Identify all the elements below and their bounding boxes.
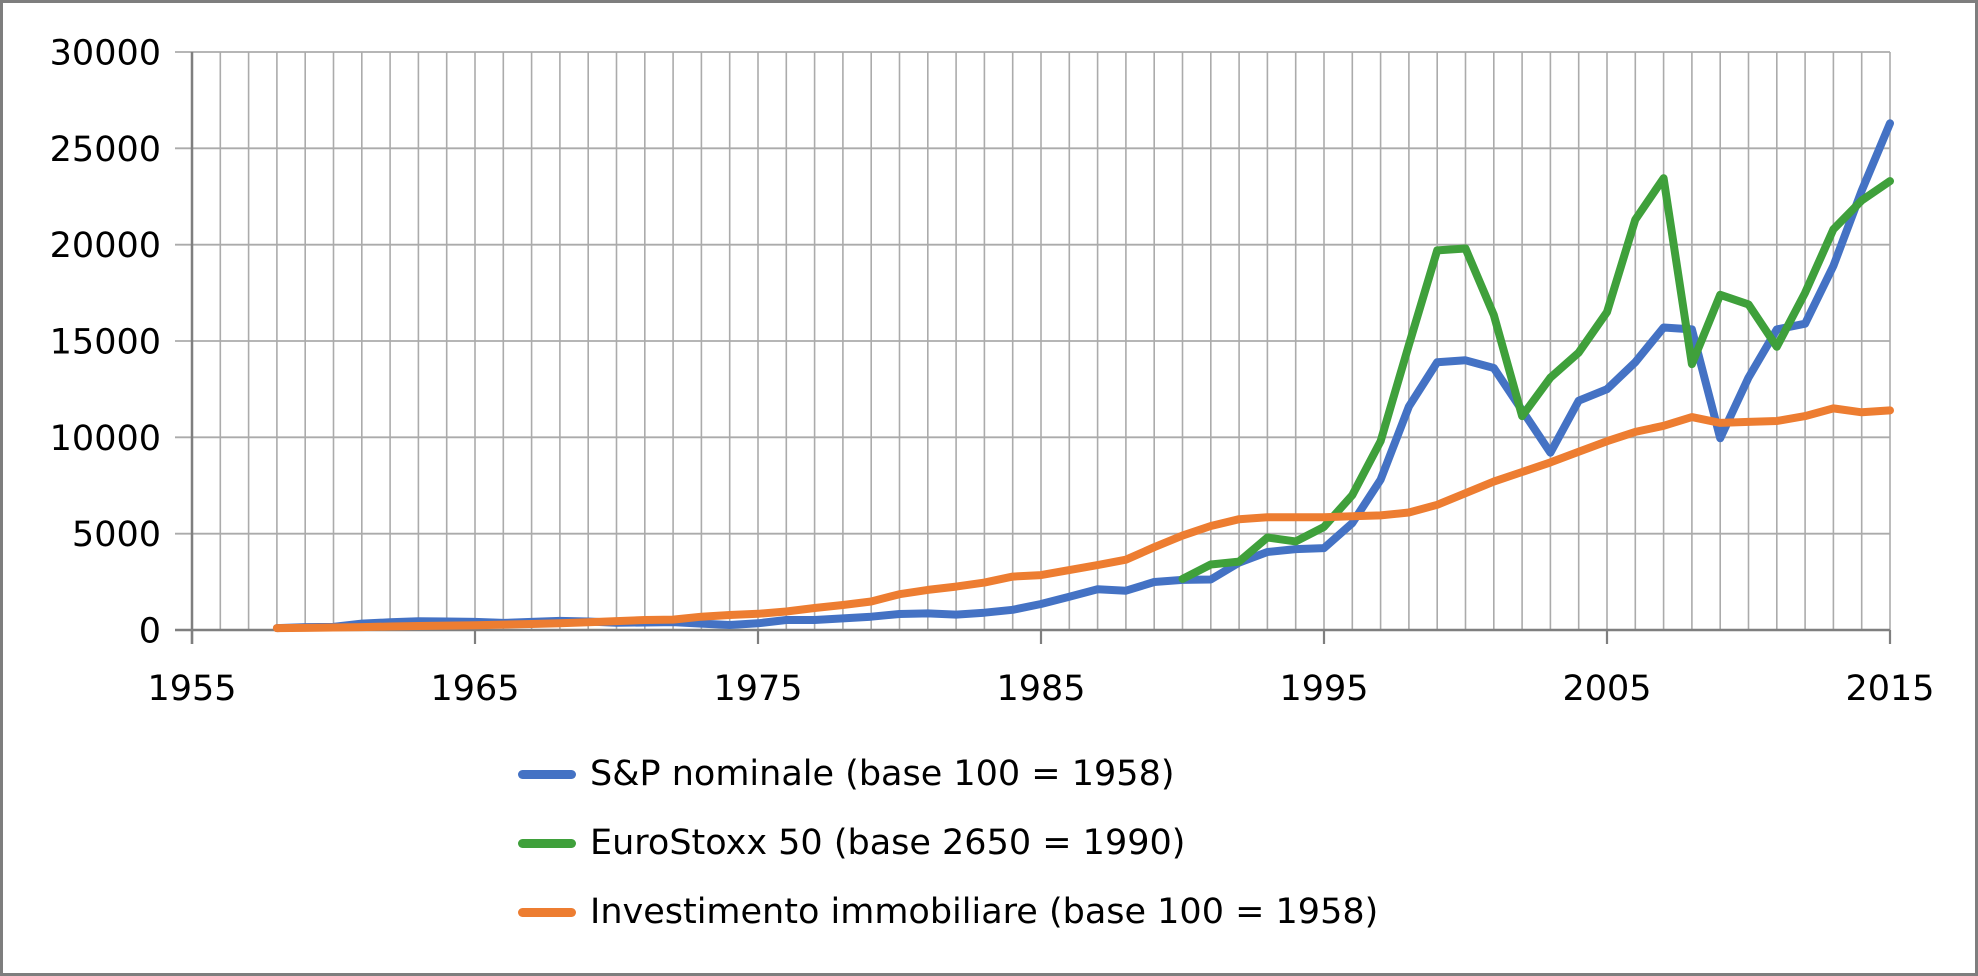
y-tick-label: 15000 bbox=[50, 323, 161, 363]
legend-label-sp-nominale: S&P nominale (base 100 = 1958) bbox=[590, 754, 1175, 794]
x-tick-label: 1985 bbox=[996, 669, 1085, 709]
legend-swatch-eurostoxx-50-icon bbox=[518, 838, 576, 848]
x-tick-label: 1955 bbox=[147, 669, 236, 709]
legend-label-eurostoxx-50: EuroStoxx 50 (base 2650 = 1990) bbox=[590, 823, 1186, 863]
x-tick-label: 1965 bbox=[430, 669, 519, 709]
x-tick-label: 2015 bbox=[1845, 669, 1934, 709]
legend-item-sp-nominale: S&P nominale (base 100 = 1958) bbox=[518, 756, 1378, 792]
chart-legend: S&P nominale (base 100 = 1958) EuroStoxx… bbox=[518, 756, 1378, 930]
y-tick-label: 30000 bbox=[50, 34, 161, 74]
series-line-1 bbox=[1178, 174, 1894, 583]
x-tick-label: 1995 bbox=[1279, 669, 1368, 709]
gridlines bbox=[175, 51, 1891, 630]
y-tick-label: 25000 bbox=[50, 130, 161, 170]
tick-labels: 0 5000 10000 15000 20000 25000 30000 1955 1965 19… bbox=[50, 34, 1935, 710]
legend-swatch-sp-nominale-icon bbox=[518, 769, 576, 779]
y-tick-label: 0 bbox=[139, 612, 161, 652]
legend-label-investimento-immobiliare: Investimento immobiliare (base 100 = 195… bbox=[590, 892, 1379, 932]
series-line-2 bbox=[272, 404, 1894, 633]
x-tick-label: 1975 bbox=[713, 669, 802, 709]
legend-item-eurostoxx-50: EuroStoxx 50 (base 2650 = 1990) bbox=[518, 825, 1378, 861]
y-tick-label: 5000 bbox=[72, 515, 161, 555]
legend-swatch-investimento-immobiliare-icon bbox=[518, 907, 576, 917]
axes bbox=[175, 52, 1892, 644]
x-tick-label: 2005 bbox=[1562, 669, 1651, 709]
line-chart-plot: 0 5000 10000 15000 20000 25000 30000 1955 1965 19… bbox=[50, 34, 1935, 710]
y-tick-label: 20000 bbox=[50, 226, 161, 266]
y-tick-label: 10000 bbox=[50, 419, 161, 459]
legend-item-investimento-immobiliare: Investimento immobiliare (base 100 = 195… bbox=[518, 894, 1378, 930]
